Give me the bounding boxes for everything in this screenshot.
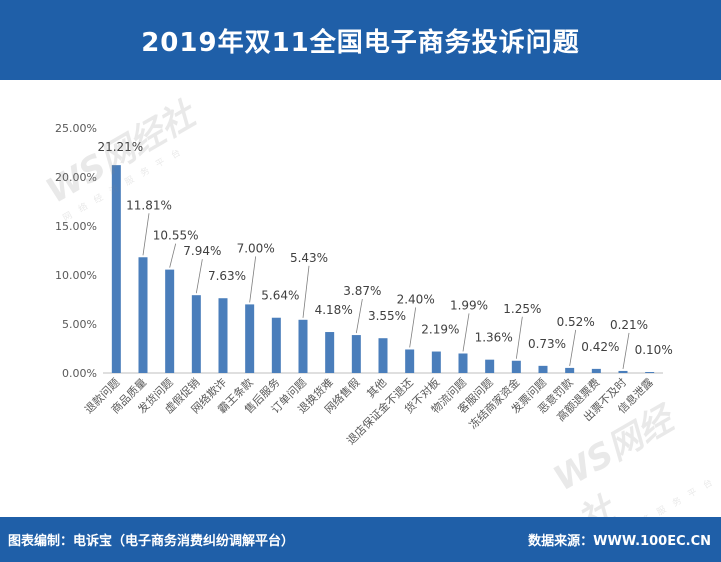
bar-6 [245,304,255,373]
data-label-13: 2.19% [421,323,459,337]
y-tick-label: 0.00% [62,367,97,380]
y-tick-label: 5.00% [62,318,97,331]
leader-line-4 [195,259,203,294]
data-label-5: 7.63% [208,269,246,283]
data-label-8: 5.43% [290,251,328,265]
leader-line-6 [249,256,257,303]
data-label-2: 11.81% [126,198,172,212]
footer-banner: 图表编制：电诉宝（电子商务消费纠纷调解平台） 数据来源：WWW.100EC.CN [0,517,721,562]
bar-19 [591,368,601,373]
bar-1 [111,165,121,373]
bar-2 [138,257,148,373]
bar-16 [511,360,521,373]
footer-source: 数据来源：WWW.100EC.CN [528,534,711,549]
bar-4 [191,295,201,373]
bar-chart: 0.00% 5.00% 10.00% 15.00% 20.00% 25.00%21.21%… [55,122,673,447]
data-label-17: 0.73% [528,337,566,351]
data-label-20: 0.21% [610,318,648,332]
leader-line-2 [142,213,150,256]
y-tick-label: 25.00% [55,122,97,135]
data-label-18: 0.52% [557,315,595,329]
bar-12 [405,349,415,373]
data-label-14: 1.99% [450,298,488,312]
y-tick-label: 20.00% [55,171,97,184]
bar-8 [298,319,308,373]
data-label-3: 10.55% [153,229,199,243]
data-label-19: 0.42% [581,340,619,354]
leader-line-3 [169,243,177,268]
header-banner: 2019年双11全国电子商务投诉问题 [0,0,721,80]
leader-line-10 [355,299,363,334]
footer-credit: 图表编制：电诉宝（电子商务消费纠纷调解平台） [8,534,295,549]
leader-line-14 [462,313,470,352]
leader-line-8 [302,265,310,318]
bar-11 [378,338,388,373]
leader-line-18 [569,329,577,366]
chart-title: 2019年双11全国电子商务投诉问题 [141,27,580,58]
data-label-4: 7.94% [183,244,221,258]
bar-17 [538,365,548,373]
leader-line-12 [409,307,417,348]
bar-15 [485,359,495,373]
data-label-15: 1.36% [475,331,513,345]
leader-line-20 [622,332,630,370]
bar-18 [565,367,575,373]
bar-7 [271,317,281,373]
data-label-12: 2.40% [397,292,435,306]
bar-3 [165,269,175,373]
data-label-7: 5.64% [261,289,299,303]
leader-line-16 [515,316,523,359]
bar-9 [325,332,335,373]
data-label-10: 3.87% [343,284,381,298]
bar-14 [458,353,468,373]
bar-10 [351,335,361,373]
data-label-21: 0.10% [635,343,673,357]
data-label-6: 7.00% [237,241,275,255]
bar-13 [431,351,441,373]
data-label-9: 4.18% [315,303,353,317]
data-label-16: 1.25% [503,302,541,316]
y-tick-label: 10.00% [55,269,97,282]
data-label-1: 21.21% [97,140,143,154]
bar-20 [618,370,628,373]
bar-21 [645,372,655,373]
bar-5 [218,298,228,373]
y-tick-label: 15.00% [55,220,97,233]
data-label-11: 3.55% [368,309,406,323]
